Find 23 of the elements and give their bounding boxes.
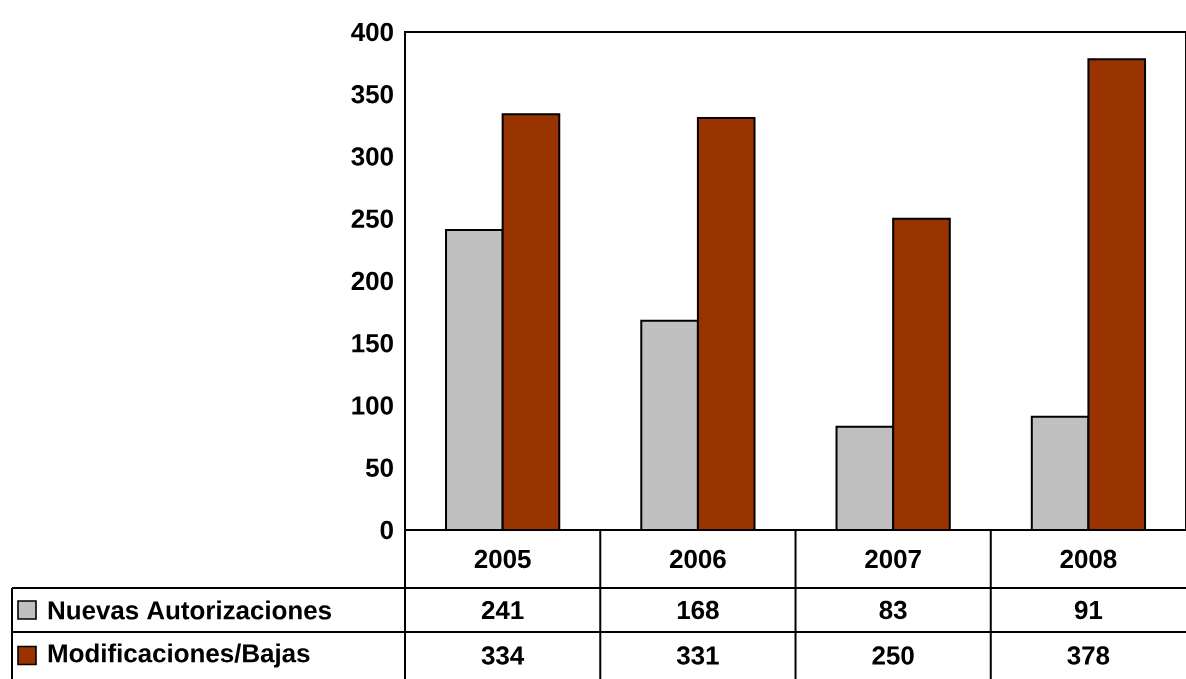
legend-label: Nuevas Autorizaciones — [48, 600, 331, 620]
data-label: 241 — [481, 600, 524, 620]
y-tick-label: 50 — [365, 458, 393, 477]
y-tick-label: 150 — [352, 334, 393, 353]
y-tick-label: 250 — [351, 209, 393, 228]
y-tick-label: 400 — [351, 22, 393, 42]
data-label: 378 — [1067, 646, 1110, 665]
y-tick-label: 300 — [351, 147, 393, 166]
x-tick-label: 2008 — [1060, 549, 1117, 569]
y-tick-label: 100 — [352, 396, 393, 415]
data-label: 250 — [872, 646, 914, 665]
x-tick-label: 2005 — [474, 549, 531, 569]
data-label: 83 — [879, 600, 907, 620]
y-tick-label: 350 — [351, 85, 393, 104]
x-tick-label: 2006 — [669, 549, 726, 569]
legend-label: Modificaciones/Bajas — [48, 643, 310, 668]
x-tick-label: 2007 — [865, 549, 921, 569]
data-label: 168 — [677, 600, 719, 620]
data-label: 331 — [676, 646, 719, 665]
y-tick-label: 0 — [380, 520, 393, 540]
data-label: 91 — [1074, 600, 1103, 620]
data-label: 334 — [481, 646, 525, 665]
y-tick-label: 200 — [351, 271, 393, 291]
